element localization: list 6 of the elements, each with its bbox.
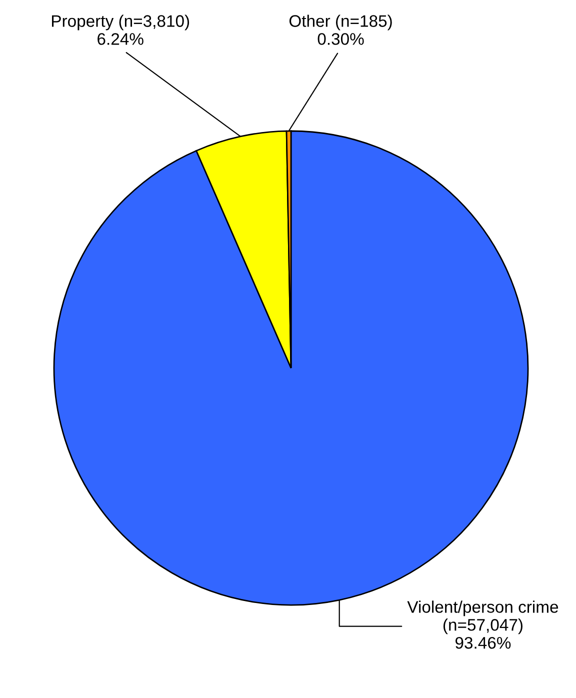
data-label: 93.46% xyxy=(455,636,511,649)
slice-label: Violent/person crime (n=57,047) xyxy=(407,600,558,634)
slice-label: Property (n=3,810) xyxy=(52,14,190,30)
slice-label: Other (n=185) xyxy=(289,14,392,30)
data-label: 6.24% xyxy=(98,33,144,45)
data-label: 0.30% xyxy=(318,33,364,45)
